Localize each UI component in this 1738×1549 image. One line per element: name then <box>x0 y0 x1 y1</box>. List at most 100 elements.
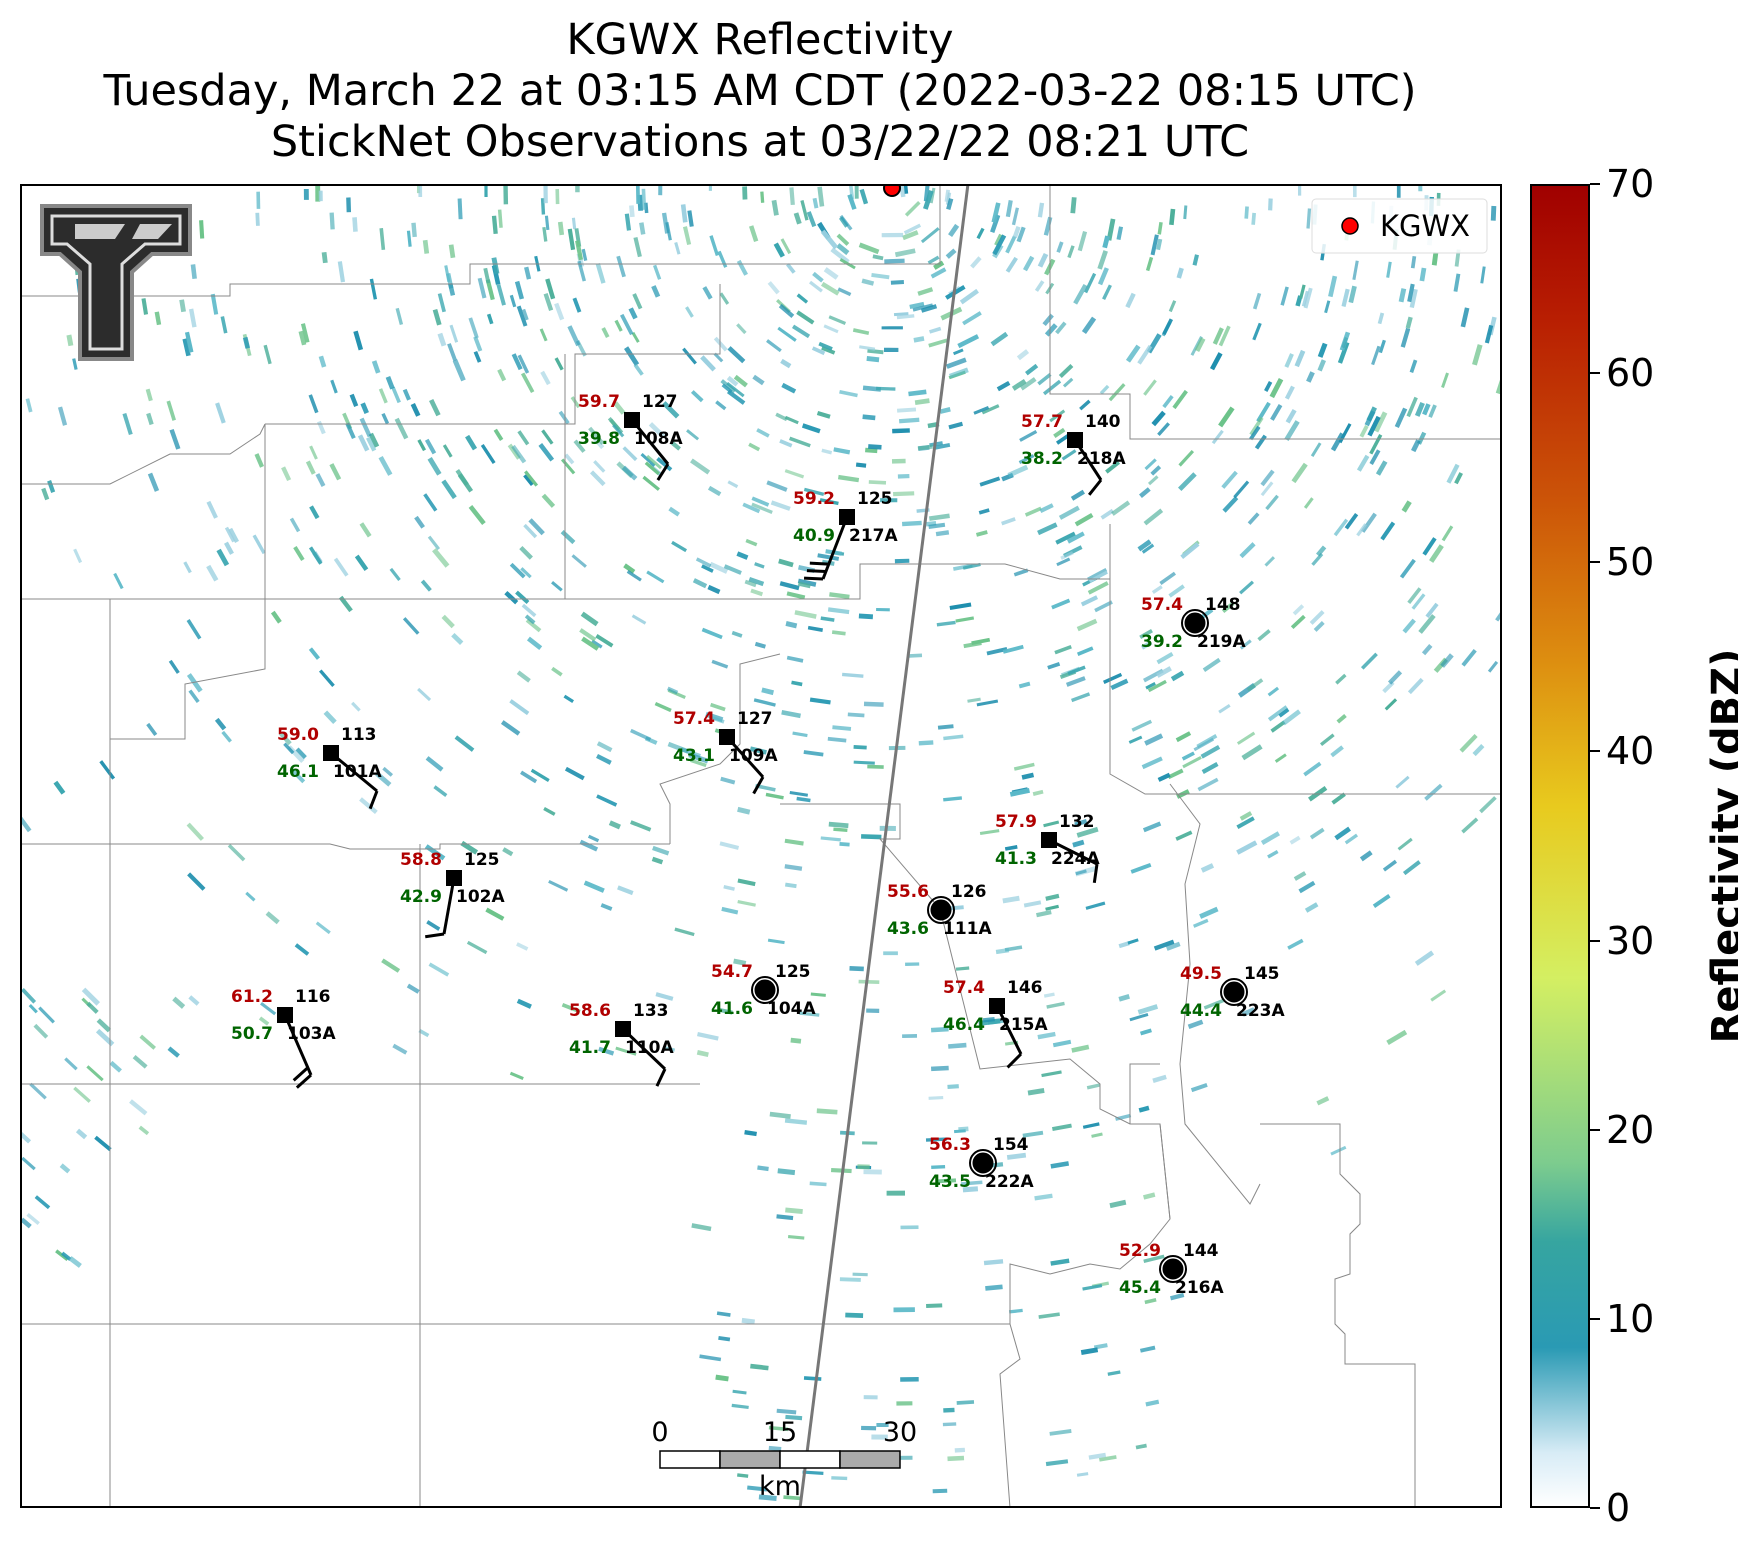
station-222A: 56.3 154 43.5 222A <box>929 1135 1034 1192</box>
station-marker <box>719 729 735 745</box>
station-temperature: 49.5 <box>1180 964 1222 984</box>
station-223A: 49.5 145 44.4 223A <box>1180 964 1285 1021</box>
station-temperature: 58.6 <box>569 1001 611 1021</box>
station-temperature: 61.2 <box>231 987 273 1007</box>
station-temperature: 57.4 <box>673 709 715 729</box>
scalebar-tick-15: 15 <box>763 1417 797 1448</box>
wind-barb-flag <box>803 576 824 581</box>
colorbar-tick-mark <box>1590 750 1600 753</box>
station-wind-direction: 144 <box>1183 1241 1219 1261</box>
station-wind-direction: 146 <box>1007 978 1043 998</box>
station-dewpoint: 41.3 <box>995 849 1037 869</box>
station-101A: 59.0 113 46.1 101A <box>277 725 382 810</box>
station-dewpoint: 44.4 <box>1180 1001 1222 1021</box>
station-216A: 52.9 144 45.4 216A <box>1119 1241 1224 1298</box>
legend-box: KGWX <box>1311 198 1488 254</box>
station-id: 216A <box>1175 1278 1224 1298</box>
station-dewpoint: 40.9 <box>793 526 835 546</box>
colorbar-tick-mark <box>1590 183 1600 185</box>
colorbar-tick-label: 20 <box>1606 1107 1655 1152</box>
station-calm-ring <box>927 896 955 924</box>
station-109A: 57.4 127 43.1 109A <box>673 709 778 795</box>
station-108A: 59.7 127 39.8 108A <box>578 392 683 481</box>
station-temperature: 54.7 <box>711 962 753 982</box>
wind-barb-flag <box>752 776 765 795</box>
station-temperature: 59.7 <box>578 392 620 412</box>
station-marker <box>1041 832 1057 848</box>
station-110A: 58.6 133 41.7 110A <box>569 1001 674 1087</box>
station-219A: 57.4 148 39.2 219A <box>1141 595 1246 652</box>
station-111A: 55.6 126 43.6 111A <box>887 882 992 939</box>
colorbar <box>1530 184 1590 1508</box>
station-dewpoint: 43.5 <box>929 1172 971 1192</box>
station-temperature: 57.9 <box>995 812 1037 832</box>
station-dewpoint: 46.1 <box>277 762 319 782</box>
colorbar-tick-label: 40 <box>1606 729 1655 774</box>
colorbar-tick-mark <box>1590 1507 1600 1509</box>
wind-barb-flag <box>295 1073 313 1089</box>
station-marker <box>930 899 952 921</box>
station-wind-direction: 154 <box>993 1135 1029 1155</box>
station-id: 108A <box>634 429 683 449</box>
station-dewpoint: 43.1 <box>673 746 715 766</box>
station-calm-ring <box>751 976 779 1004</box>
scalebar-tick-0: 0 <box>651 1417 668 1448</box>
wind-barb-flag <box>809 561 829 566</box>
colorbar-tick-mark <box>1590 1317 1600 1320</box>
radar-site-marker <box>883 184 901 197</box>
wind-barb-flag <box>425 932 445 939</box>
colorbar-tick-mark <box>1590 939 1600 942</box>
station-dewpoint: 43.6 <box>887 919 929 939</box>
station-temperature: 57.4 <box>943 978 985 998</box>
station-wind-direction: 125 <box>857 489 893 509</box>
colorbar-tick-label: 10 <box>1606 1296 1655 1341</box>
wind-barb-flag <box>1092 863 1099 883</box>
station-temperature: 58.8 <box>400 850 442 870</box>
colorbar-tick-label: 50 <box>1606 540 1655 585</box>
radar-map: KGWX 59.7 127 39.8 108A 59.2 125 40.9 217A 57.7 1… <box>20 184 1502 1508</box>
station-wind-direction: 133 <box>633 1001 669 1021</box>
station-id: 215A <box>999 1015 1048 1035</box>
station-marker <box>277 1007 293 1023</box>
station-wind-direction: 127 <box>737 709 773 729</box>
wind-barb-flag <box>292 1066 309 1082</box>
station-id: 103A <box>287 1024 336 1044</box>
station-wind-direction: 113 <box>341 725 377 745</box>
legend-kgwx-label: KGWX <box>1380 209 1470 243</box>
station-marker <box>1067 432 1083 448</box>
station-marker <box>1184 612 1206 634</box>
station-id: 224A <box>1051 849 1100 869</box>
station-marker <box>989 998 1005 1014</box>
highway-line <box>798 184 970 1508</box>
station-temperature: 59.0 <box>277 725 319 745</box>
station-id: 222A <box>985 1172 1034 1192</box>
texas-tech-logo <box>40 204 192 361</box>
title-line-3: StickNet Observations at 03/22/22 08:21 … <box>270 117 1250 167</box>
title-line-1: KGWX Reflectivity <box>566 15 954 65</box>
wind-barb-flag <box>1006 1052 1023 1069</box>
station-102A: 58.8 125 42.9 102A <box>400 850 505 939</box>
station-marker <box>446 870 462 886</box>
colorbar-tick-label: 60 <box>1606 351 1655 396</box>
reflectivity-echoes <box>20 184 1502 1502</box>
station-dewpoint: 41.7 <box>569 1038 611 1058</box>
station-wind-direction: 140 <box>1085 412 1121 432</box>
station-temperature: 52.9 <box>1119 1241 1161 1261</box>
station-dewpoint: 50.7 <box>231 1024 273 1044</box>
station-marker <box>1223 981 1245 1003</box>
station-wind-direction: 148 <box>1205 595 1241 615</box>
station-id: 111A <box>943 919 992 939</box>
map-frame <box>20 184 1502 1508</box>
colorbar-label: Reflectivity (dBZ) <box>1704 648 1738 1044</box>
station-calm-ring <box>1159 1255 1187 1283</box>
station-dewpoint: 39.8 <box>578 429 620 449</box>
colorbar-tick-mark <box>1590 561 1600 564</box>
wind-barb-flag <box>806 569 826 574</box>
station-marker <box>615 1021 631 1037</box>
station-marker <box>839 509 855 525</box>
wind-barb-staff <box>283 1014 313 1076</box>
station-id: 104A <box>767 999 816 1019</box>
scalebar-unit: km <box>759 1471 801 1502</box>
colorbar-tick-mark <box>1590 1128 1600 1131</box>
station-marker <box>624 412 640 428</box>
